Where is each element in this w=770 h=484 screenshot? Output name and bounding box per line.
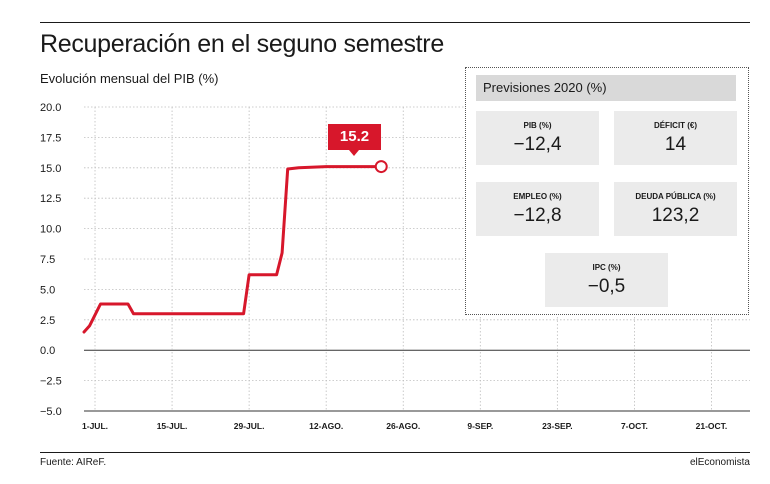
y-tick-label: 10.0 [40,224,61,236]
line-chart: 20.0 17.5 15.0 12.5 10.0 7.5 5.0 2.5 0.0 −2.5 −5.0… [40,102,750,431]
forecast-card-pib: PIB (%) −12,4 [476,111,599,165]
chart-title: Recuperación en el seguno semestre [40,30,444,58]
forecast-card-label: IPC (%) [592,263,621,272]
x-tick-label: 9-SEP. [467,421,493,431]
y-tick-label: 7.5 [40,254,55,266]
brand-logo-text: elEconomista [689,457,750,468]
forecast-card-value: 123,2 [651,205,700,226]
y-tick-label: 17.5 [40,132,61,144]
forecast-card-label: PIB (%) [523,121,552,130]
x-tick-label: 21-OCT. [696,421,728,431]
y-tick-label: 20.0 [40,102,61,114]
x-tick-label: 12-AGO. [309,421,343,431]
forecast-card-label: DÉFICIT (€) [653,121,698,130]
forecast-card-deuda: DEUDA PÚBLICA (%) 123,2 [614,182,737,236]
x-tick-label: 15-JUL. [157,421,188,431]
forecast-card-value: −12,8 [513,205,562,226]
forecast-card-ipc: IPC (%) −0,5 [545,253,668,307]
y-tick-label: 12.5 [40,193,61,205]
chart-subtitle: Evolución mensual del PIB (%) [40,71,219,86]
forecast-card-value: 14 [664,134,687,155]
source-note: Fuente: AIReF. [40,457,107,468]
y-tick-label: 2.5 [40,315,55,327]
y-tick-label: −5.0 [40,406,62,418]
x-tick-label: 29-JUL. [234,421,265,431]
forecast-card-deficit: DÉFICIT (€) 14 [614,111,737,165]
x-tick-label: 26-AGO. [386,421,420,431]
y-tick-label: −2.5 [40,376,62,388]
last-value-callout: 15.2 [328,124,381,156]
x-tick-label: 1-JUL. [82,421,108,431]
x-tick-label: 7-OCT. [621,421,648,431]
forecast-card-label: DEUDA PÚBLICA (%) [635,192,716,201]
forecast-panel-title: Previsiones 2020 (%) [476,75,736,101]
y-tick-label: 0.0 [40,345,55,357]
forecast-card-value: −0,5 [587,276,626,297]
y-tick-label: 5.0 [40,284,55,296]
forecast-card-empleo: EMPLEO (%) −12,8 [476,182,599,236]
forecast-card-value: −12,4 [513,134,562,155]
top-rule [40,22,750,23]
bottom-rule [40,452,750,453]
x-tick-label: 23-SEP. [542,421,573,431]
pib-series-line [82,165,383,334]
forecast-card-label: EMPLEO (%) [513,192,562,201]
pib-last-point-marker [374,160,388,174]
y-tick-label: 15.0 [40,163,61,175]
